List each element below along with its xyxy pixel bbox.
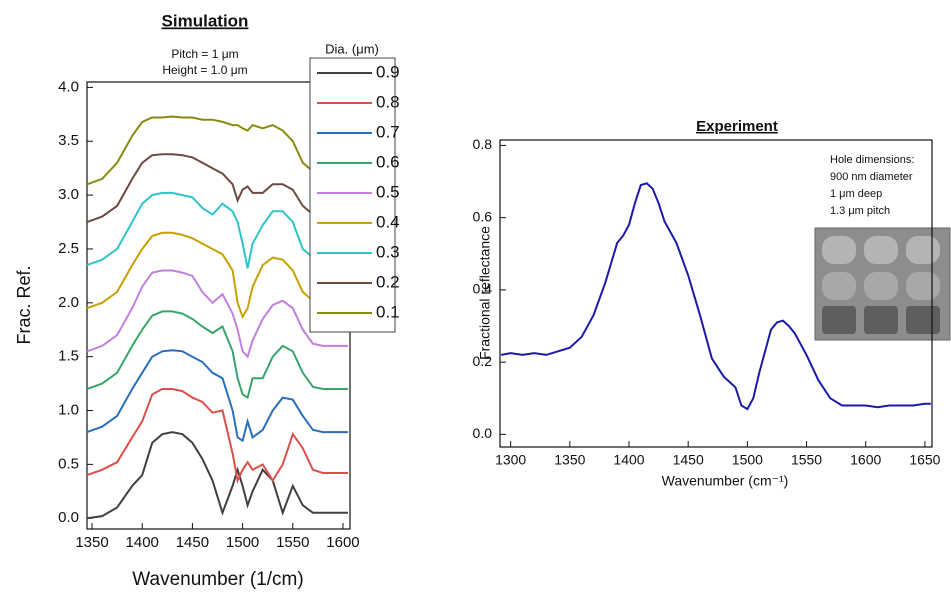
annotation: 1 μm deep	[830, 188, 882, 200]
y-axis-label: Fractional reflectance	[477, 226, 493, 360]
data-line	[501, 182, 931, 411]
x-tick-label: 1450	[673, 452, 704, 468]
data-line	[87, 269, 348, 359]
x-tick-label: 1450	[176, 534, 209, 551]
x-axis-label: Wavenumber (1/cm)	[132, 569, 303, 590]
data-line	[87, 431, 348, 520]
x-tick-label: 1550	[791, 452, 822, 468]
y-tick-label: 2.5	[58, 240, 79, 257]
y-axis-label: Frac. Ref.	[14, 265, 34, 344]
x-axis-label: Wavenumber (cm⁻¹)	[662, 473, 789, 489]
legend-label: 0.7	[376, 122, 400, 141]
data-line	[87, 191, 348, 269]
legend-label: 0.4	[376, 212, 400, 231]
x-tick-label: 1400	[613, 452, 644, 468]
data-line	[87, 115, 348, 186]
data-line	[87, 349, 348, 443]
y-tick-label: 3.0	[58, 186, 79, 203]
y-tick-label: 0.6	[473, 208, 493, 224]
x-tick-label: 1400	[126, 534, 159, 551]
annotation: 900 nm diameter	[830, 171, 913, 183]
y-tick-label: 3.5	[58, 132, 79, 149]
y-tick-label: 1.5	[58, 348, 79, 365]
x-tick-label: 1550	[276, 534, 309, 551]
x-tick-label: 1650	[909, 452, 940, 468]
legend-title: Dia. (μm)	[325, 41, 379, 56]
legend-label: 0.2	[376, 272, 400, 291]
x-tick-label: 1600	[850, 452, 881, 468]
x-tick-label: 1500	[732, 452, 763, 468]
legend-label: 0.1	[376, 302, 400, 321]
y-tick-label: 0.5	[58, 455, 79, 472]
y-tick-label: 2.0	[58, 294, 79, 311]
sem-inset	[814, 227, 951, 341]
data-line	[87, 231, 348, 320]
legend-label: 0.3	[376, 242, 400, 261]
y-tick-label: 4.0	[58, 78, 79, 95]
x-tick-label: 1600	[326, 534, 359, 551]
legend-label: 0.8	[376, 92, 400, 111]
annotation: 1.3 μm pitch	[830, 205, 890, 217]
y-tick-label: 0.8	[473, 136, 493, 152]
y-tick-label: 0.2	[473, 353, 493, 369]
x-tick-label: 1350	[75, 534, 108, 551]
plot-frame	[499, 139, 933, 448]
data-line	[87, 310, 348, 400]
x-tick-label: 1300	[495, 452, 526, 468]
annotation: Pitch = 1 μm	[171, 47, 238, 61]
x-tick-label: 1350	[554, 452, 585, 468]
annotation: Height = 1.0 μm	[162, 63, 247, 77]
data-line	[87, 388, 348, 484]
chart-title: Simulation	[162, 11, 249, 30]
data-line	[87, 153, 348, 223]
chart-title: Experiment	[696, 118, 778, 135]
legend-label: 0.9	[376, 62, 400, 81]
y-tick-label: 0.0	[58, 509, 79, 526]
y-tick-label: 0.4	[473, 281, 493, 297]
y-tick-label: 0.0	[473, 425, 493, 441]
legend-label: 0.5	[376, 182, 400, 201]
x-tick-label: 1500	[226, 534, 259, 551]
y-tick-label: 1.0	[58, 401, 79, 418]
legend-label: 0.6	[376, 152, 400, 171]
annotation: Hole dimensions:	[830, 154, 914, 166]
